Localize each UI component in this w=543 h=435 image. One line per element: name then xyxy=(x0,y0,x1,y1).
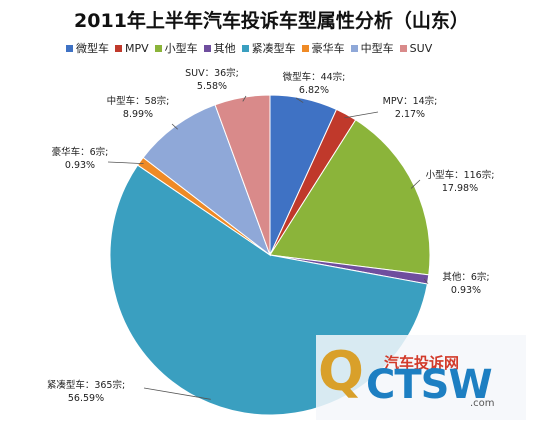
slice-label: 中型车：58宗; xyxy=(107,95,170,107)
slice-percent-label: 56.59% xyxy=(68,393,104,404)
legend-swatch xyxy=(154,44,162,52)
legend-label: SUV xyxy=(409,41,433,55)
legend-label: 小型车 xyxy=(164,42,198,55)
slice-percent-label: 6.82% xyxy=(299,85,329,96)
legend-item: 紧凑型车 xyxy=(241,40,296,56)
slice-label: 微型车：44宗; xyxy=(283,71,346,83)
legend-swatch xyxy=(301,44,309,52)
legend-item: 小型车 xyxy=(154,40,198,56)
slice-label: 其他：6宗; xyxy=(442,271,489,283)
legend-item: SUV xyxy=(399,40,433,56)
legend-swatch xyxy=(66,44,73,52)
leader-line xyxy=(171,123,178,130)
legend-item: 微型车 xyxy=(66,40,109,56)
chart-title: 2011年上半年汽车投诉车型属性分析（山东） xyxy=(74,10,469,32)
legend-label: 豪华车 xyxy=(311,42,345,55)
legend-swatch xyxy=(399,44,407,52)
leader-line xyxy=(242,95,247,102)
slice-label: 小型车：116宗; xyxy=(426,169,495,181)
slice-label: 豪华车：6宗; xyxy=(52,146,109,158)
slice-percent-label: 0.93% xyxy=(65,160,95,171)
slice-label: SUV：36宗; xyxy=(185,67,239,79)
legend-label: 紧凑型车 xyxy=(251,42,296,55)
legend-label: 中型车 xyxy=(360,42,394,55)
watermark-url: .com xyxy=(470,398,495,409)
watermark-q-mark: Q xyxy=(318,340,364,403)
leader-line xyxy=(423,278,429,285)
pie-slice xyxy=(214,94,271,256)
leader-line xyxy=(143,387,211,400)
watermark-logo xyxy=(316,335,526,420)
legend-label: MPV xyxy=(125,41,149,55)
pie-slice xyxy=(142,104,272,257)
watermark-letters: CTSW xyxy=(366,362,493,408)
slice-percent-label: 17.98% xyxy=(442,183,478,194)
leader-line xyxy=(295,97,304,103)
legend-item: 其他 xyxy=(203,40,236,56)
slice-percent-label: 5.58% xyxy=(197,81,227,92)
slice-percent-label: 0.93% xyxy=(451,285,481,296)
legend-label: 微型车 xyxy=(76,42,109,55)
leader-line xyxy=(107,161,144,165)
legend-item: 中型车 xyxy=(350,40,394,56)
slice-label: 紧凑型车：365宗; xyxy=(47,379,125,391)
watermark-site-name: 汽车投诉网 xyxy=(384,354,460,372)
slice-label: MPV：14宗; xyxy=(383,95,438,107)
legend-item: MPV xyxy=(115,40,149,56)
legend-item: 豪华车 xyxy=(301,40,345,56)
legend-swatch xyxy=(241,44,249,52)
legend-swatch xyxy=(115,44,122,52)
leader-line xyxy=(410,179,421,189)
slice-percent-label: 8.99% xyxy=(123,109,153,120)
slice-percent-label: 2.17% xyxy=(395,109,425,120)
legend-swatch xyxy=(203,44,211,52)
legend-swatch xyxy=(350,44,358,52)
pie-slice xyxy=(269,119,431,276)
leader-line xyxy=(344,111,379,119)
legend-label: 其他 xyxy=(213,42,236,55)
legend: 微型车 MPV 小型车 其他 紧凑型车 豪华车 中型车 SUV xyxy=(66,40,438,56)
